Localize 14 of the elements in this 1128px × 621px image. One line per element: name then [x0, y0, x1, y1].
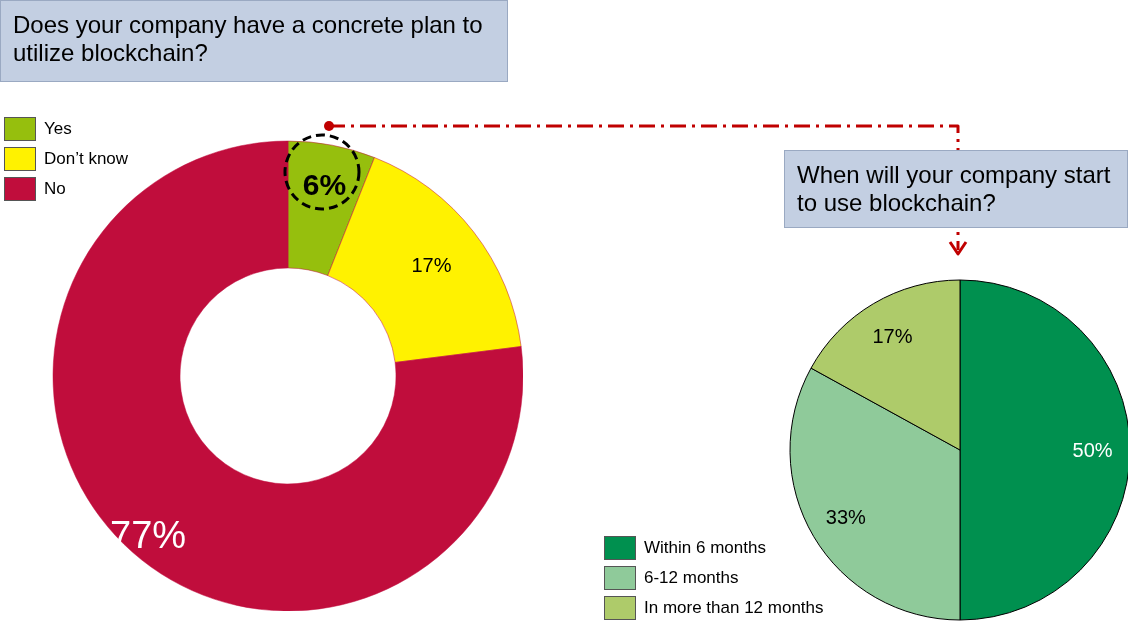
legend-label: No — [44, 179, 66, 199]
chart-title: When will your company start to use blockchain? — [784, 150, 1128, 228]
legend-label: Don’t know — [44, 149, 129, 169]
legend-label: Within 6 months — [644, 538, 766, 558]
legend-label: Yes — [44, 119, 72, 139]
legend-label: In more than 12 months — [644, 598, 824, 618]
data-label: 33% — [825, 506, 867, 529]
data-label: 17% — [872, 324, 913, 347]
data-label: 17% — [411, 253, 452, 276]
data-label: 77% — [110, 513, 187, 556]
data-label: 6% — [302, 167, 347, 201]
chart-title: Does your company have a concrete plan to utilize blockchain? — [0, 0, 508, 82]
legend-label: 6-12 months — [644, 568, 739, 588]
data-label: 50% — [1072, 439, 1113, 461]
